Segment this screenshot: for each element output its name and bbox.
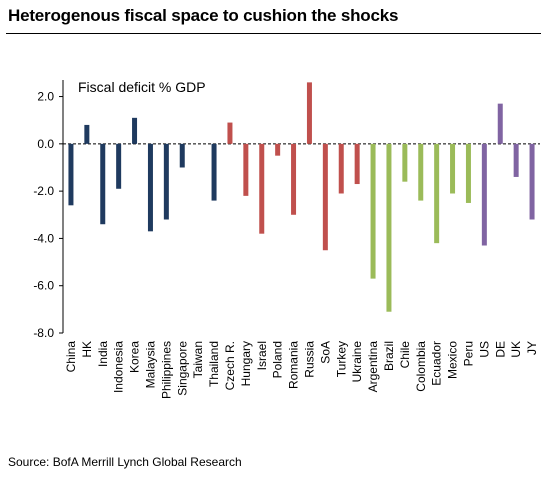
y-tick-label: 2.0 <box>37 90 54 104</box>
category-label: Thailand <box>207 341 221 387</box>
category-label: Brazil <box>382 341 396 371</box>
category-label: HK <box>80 341 94 358</box>
category-label: Indonesia <box>112 341 126 393</box>
bar-us <box>481 143 487 246</box>
chart-heading: Heterogenous fiscal space to cushion the… <box>8 6 399 25</box>
source-note: Source: BofA Merrill Lynch Global Resear… <box>8 455 242 469</box>
bar-brazil <box>386 143 392 312</box>
category-label: Turkey <box>334 341 348 377</box>
category-label: Taiwan <box>191 341 205 378</box>
category-label: China <box>64 341 78 373</box>
y-tick-label: -2.0 <box>33 184 54 198</box>
category-label: Romania <box>287 341 301 389</box>
bar-jy <box>529 143 535 220</box>
category-label: Mexico <box>446 341 460 379</box>
category-label: Argentina <box>366 341 380 393</box>
category-label: Ecuador <box>430 341 444 386</box>
category-label: Chile <box>398 341 412 369</box>
bar-israel <box>259 143 265 234</box>
bar-hk <box>84 124 90 144</box>
bar-china <box>68 143 74 206</box>
heading-rule <box>6 33 541 34</box>
category-label: Colombia <box>414 341 428 392</box>
y-tick-label: 0.0 <box>37 137 54 151</box>
bar-mexico <box>450 143 456 194</box>
bar-russia <box>306 82 312 144</box>
bar-argentina <box>370 143 376 279</box>
bar-india <box>100 143 106 225</box>
bar-thailand <box>211 143 217 201</box>
category-label: SoA <box>318 341 332 364</box>
category-label: Ukraine <box>350 341 364 383</box>
bar-romania <box>291 143 297 215</box>
y-tick-labels: 2.0 0.0 -2.0 -4.0 -6.0 -8.0 <box>33 90 54 340</box>
category-label: US <box>477 341 491 358</box>
category-label: India <box>96 341 110 367</box>
chart-axes <box>59 80 540 334</box>
category-label: Peru <box>461 341 475 366</box>
bar-hungary <box>243 143 249 196</box>
category-label: Hungary <box>239 341 253 386</box>
bar-turkey <box>338 143 344 194</box>
category-label: Korea <box>128 341 142 373</box>
category-label: Czech R. <box>223 341 237 390</box>
bar-chile <box>402 143 408 182</box>
category-label: DE <box>493 341 507 358</box>
category-label: Philippines <box>159 341 173 399</box>
category-label: Russia <box>302 341 316 378</box>
bar-colombia <box>418 143 424 201</box>
bar-ecuador <box>434 143 440 244</box>
chart-inner-title: Fiscal deficit % GDP <box>78 79 206 95</box>
bar-ukraine <box>354 143 360 185</box>
category-label: Singapore <box>175 341 189 396</box>
bar-korea <box>132 117 138 144</box>
bar-uk <box>513 143 519 177</box>
y-tick-label: -6.0 <box>33 279 54 293</box>
category-label: UK <box>509 341 523 358</box>
bar-soa <box>322 143 328 251</box>
bar-singapore <box>179 143 185 168</box>
category-label: Israel <box>255 341 269 370</box>
bar-de <box>497 103 503 144</box>
chart-bars <box>68 82 535 312</box>
category-label: JY <box>525 341 539 355</box>
bar-indonesia <box>116 143 122 189</box>
category-label: Malaysia <box>143 341 157 389</box>
y-tick-label: -8.0 <box>33 326 54 340</box>
bar-peru <box>465 143 471 203</box>
category-label: Poland <box>271 341 285 378</box>
category-labels: China HK India Indonesia Korea Malaysia Philip… <box>64 341 539 399</box>
bar-malaysia <box>147 143 153 232</box>
bar-poland <box>275 143 281 156</box>
bar-czech-r <box>227 122 233 144</box>
bar-philippines <box>163 143 169 220</box>
y-tick-label: -4.0 <box>33 231 54 245</box>
